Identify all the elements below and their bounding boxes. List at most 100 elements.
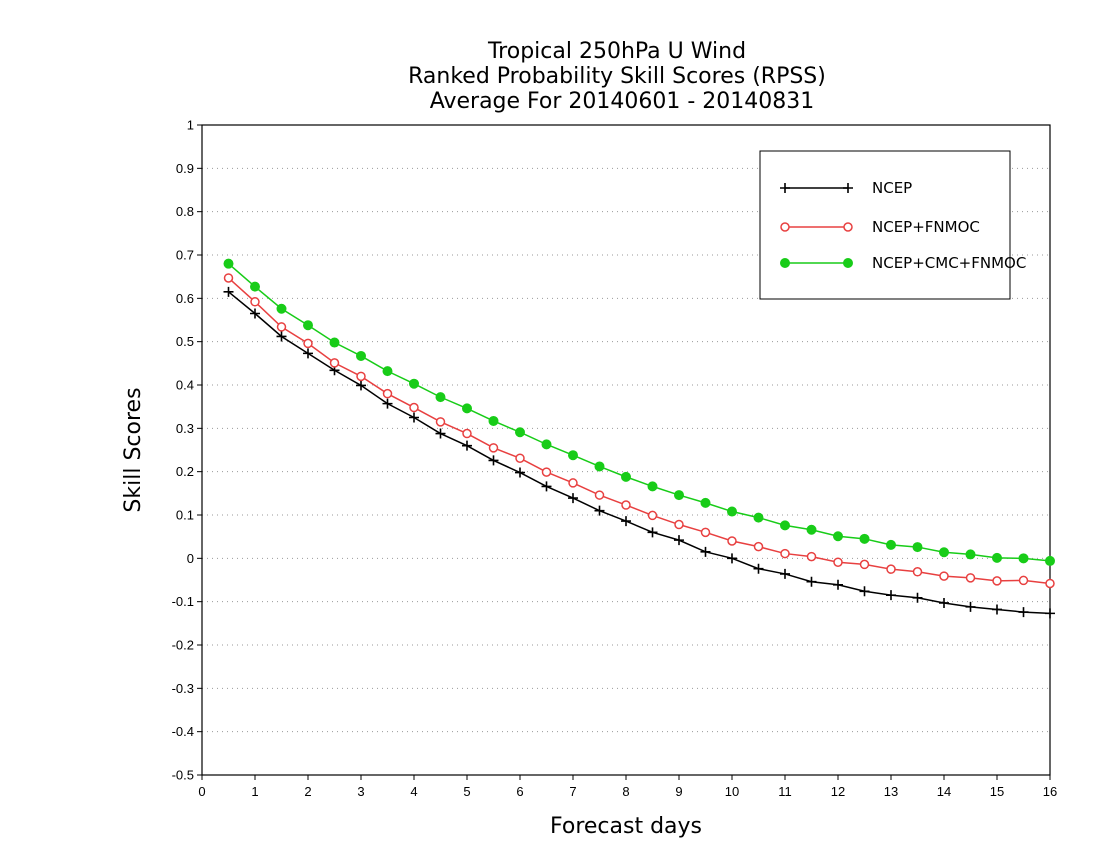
- y-tick-label: 0.7: [176, 248, 194, 263]
- legend-marker: [780, 183, 790, 193]
- data-point: [886, 564, 896, 574]
- data-point: [223, 286, 234, 297]
- data-point: [1045, 608, 1055, 619]
- x-tick-label: 5: [463, 784, 470, 799]
- data-point: [435, 417, 446, 427]
- series-ncep-fnmoc: [223, 273, 1055, 589]
- data-point: [435, 392, 446, 403]
- x-tick-label: 16: [1043, 784, 1057, 799]
- data-point: [594, 490, 605, 500]
- data-point: [462, 440, 472, 451]
- legend-marker: [780, 258, 790, 268]
- data-point: [250, 281, 260, 292]
- data-point: [700, 497, 711, 508]
- legend-entry: NCEP: [780, 179, 912, 197]
- data-point: [939, 547, 949, 558]
- x-tick-label: 11: [778, 784, 792, 799]
- x-tick-label: 7: [569, 784, 576, 799]
- series-line: [227, 277, 1051, 585]
- data-point: [594, 461, 605, 472]
- x-tick-label: 6: [516, 784, 523, 799]
- data-point: [382, 366, 393, 377]
- data-point: [462, 403, 472, 414]
- data-point: [568, 493, 578, 504]
- y-tick-label: 0.5: [176, 334, 194, 349]
- x-tick-label: 10: [725, 784, 739, 799]
- data-point: [621, 500, 631, 510]
- data-point: [674, 519, 684, 530]
- data-point: [753, 512, 764, 523]
- data-point: [488, 415, 499, 426]
- data-point: [939, 597, 949, 608]
- title-line-1: Tropical 250hPa U Wind: [487, 39, 746, 64]
- data-point: [992, 552, 1002, 563]
- y-tick-label: 0.8: [176, 204, 194, 219]
- data-point: [621, 471, 631, 482]
- x-tick-label: 13: [884, 784, 898, 799]
- data-point: [727, 536, 737, 546]
- data-point: [382, 398, 393, 409]
- legend-marker: [843, 258, 853, 268]
- data-point: [250, 308, 260, 319]
- series-ncep: [223, 286, 1055, 619]
- y-tick-label: 0.9: [176, 161, 194, 176]
- y-tick-label: 0.2: [176, 464, 194, 479]
- data-point: [912, 567, 923, 577]
- data-point: [223, 273, 234, 283]
- data-point: [727, 553, 737, 564]
- data-point: [859, 586, 870, 597]
- legend-label: NCEP+CMC+FNMOC: [872, 254, 1026, 272]
- series-layer: [223, 258, 1055, 619]
- data-point: [912, 592, 923, 603]
- data-point: [515, 467, 525, 478]
- data-point: [965, 601, 976, 612]
- data-point: [806, 524, 817, 535]
- data-point: [541, 439, 552, 450]
- data-point: [859, 533, 870, 544]
- data-point: [568, 450, 578, 461]
- x-tick-label: 3: [357, 784, 364, 799]
- x-tick-label: 14: [937, 784, 951, 799]
- data-point: [568, 478, 578, 488]
- data-point: [1018, 575, 1029, 586]
- data-point: [859, 559, 870, 570]
- data-point: [409, 412, 419, 423]
- y-tick-label: 0.4: [176, 378, 194, 393]
- data-point: [435, 428, 446, 439]
- data-point: [647, 510, 658, 521]
- y-tick-label: 0.1: [176, 508, 194, 523]
- data-point: [780, 548, 790, 559]
- data-point: [303, 348, 313, 359]
- data-point: [541, 467, 552, 477]
- data-point: [488, 455, 499, 466]
- data-point: [886, 590, 896, 601]
- data-point: [674, 490, 684, 501]
- data-point: [409, 402, 419, 413]
- series-line: [228, 263, 1051, 562]
- data-point: [409, 378, 419, 389]
- series-line: [228, 291, 1051, 615]
- data-point: [806, 576, 817, 587]
- data-point: [912, 542, 923, 553]
- data-point: [356, 350, 366, 361]
- data-point: [462, 428, 472, 439]
- data-point: [276, 331, 287, 342]
- data-point: [303, 320, 313, 331]
- y-tick-label: -0.5: [172, 768, 194, 783]
- data-point: [223, 258, 234, 269]
- series-ncep-cmc-fnmoc: [223, 258, 1055, 566]
- data-point: [356, 380, 366, 391]
- x-tick-label: 4: [410, 784, 417, 799]
- data-point: [382, 388, 393, 399]
- y-tick-label: 0: [187, 551, 194, 566]
- title-line-3: Average For 20140601 - 20140831: [430, 89, 815, 114]
- data-point: [965, 573, 976, 583]
- x-tick-label: 1: [251, 784, 258, 799]
- data-point: [806, 551, 817, 562]
- data-point: [488, 443, 499, 453]
- x-tick-label: 2: [304, 784, 311, 799]
- y-axis-label: Skill Scores: [121, 387, 146, 512]
- data-point: [939, 571, 949, 581]
- data-point: [886, 539, 896, 550]
